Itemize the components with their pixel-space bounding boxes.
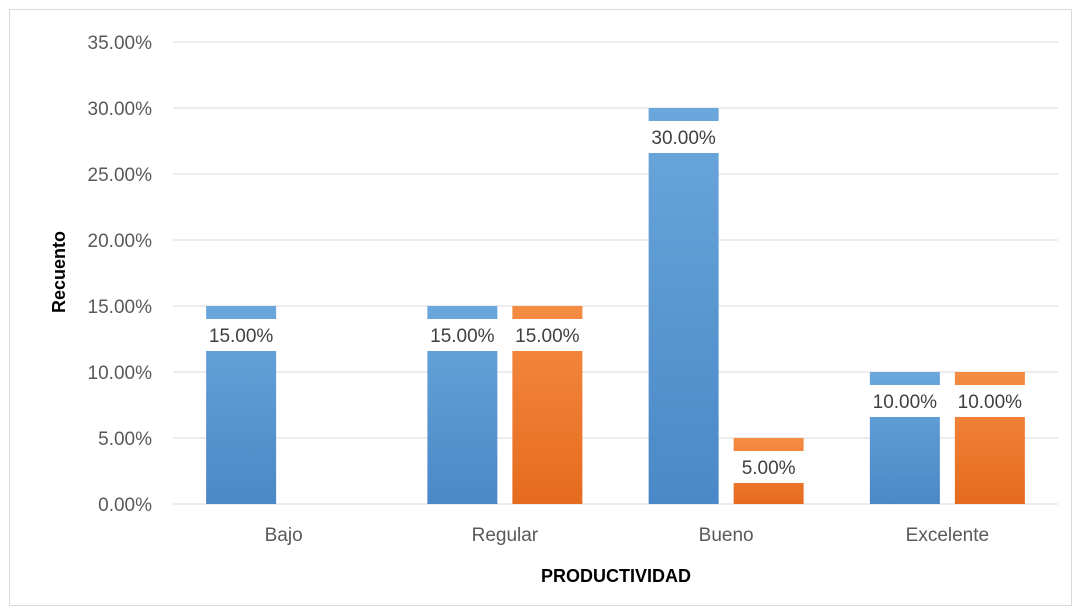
x-axis-title: PRODUCTIVIDAD [541,566,691,586]
data-label-box [728,451,809,483]
y-tick-labels: 0.00% 5.00% 10.00% 15.00% 20.00% 25.00% 30.00%… [88,33,153,516]
data-label-box [422,319,503,351]
y-tick-label: 10.00% [88,363,153,384]
data-label-box [643,121,724,153]
y-tick-label: 30.00% [88,99,153,120]
y-tick-label: 0.00% [98,495,152,516]
y-tick-label: 5.00% [98,429,152,450]
data-label-box [864,385,945,417]
data-label: 30.00% [651,128,716,149]
data-labels: 15.00% 15.00% 15.00% 30.00% 5.00% 10.00% 10.00… [201,121,1030,483]
data-label: 10.00% [873,392,938,413]
y-tick-label: 25.00% [88,165,153,186]
y-tick-label: 35.00% [88,33,153,54]
data-label: 5.00% [742,458,796,479]
y-tick-label: 15.00% [88,297,153,318]
data-label-box [201,319,282,351]
x-category-label: Excelente [906,525,989,546]
data-label: 10.00% [958,392,1023,413]
data-label: 15.00% [209,326,274,347]
y-tick-label: 20.00% [88,231,153,252]
y-axis-title: Recuento [49,231,69,313]
x-category-label: Bueno [699,525,754,546]
data-label: 15.00% [430,326,495,347]
x-category-label: Bajo [265,525,303,546]
x-category-labels: Bajo Regular Bueno Excelente [265,525,989,546]
data-label-box [507,319,588,351]
x-category-label: Regular [472,525,539,546]
data-label-box [949,385,1030,417]
bar [648,108,719,504]
data-label: 15.00% [515,326,580,347]
